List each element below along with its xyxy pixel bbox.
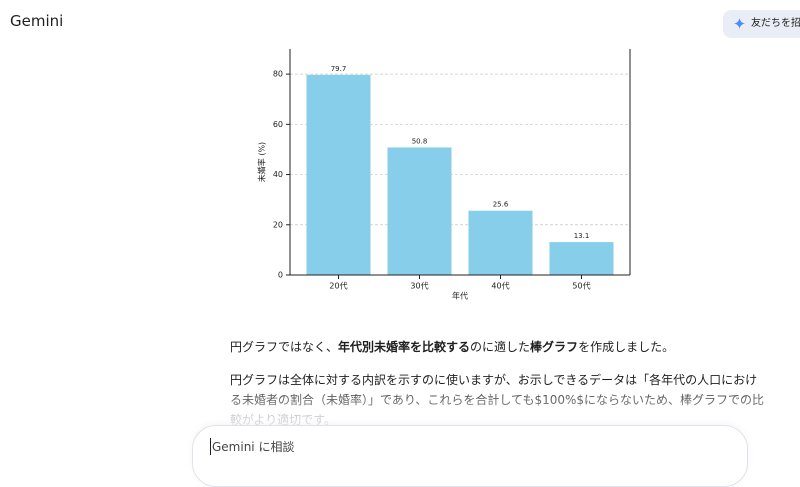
x-tick-label: 30代 bbox=[410, 281, 428, 291]
invite-button[interactable]: 友だちを招 bbox=[723, 10, 800, 38]
bar bbox=[549, 242, 614, 275]
bar bbox=[468, 210, 533, 275]
bar bbox=[387, 147, 452, 275]
chart: 0 20 40 60 80 20代 79.7 30代 50.8 40代 25.6 50代 13.1 年代 未… bbox=[257, 49, 631, 301]
scroll-fade bbox=[0, 395, 800, 430]
bar bbox=[306, 74, 371, 275]
text: のに適した bbox=[470, 340, 531, 354]
y-tick-label: 40 bbox=[273, 170, 283, 179]
value-label: 50.8 bbox=[412, 137, 428, 145]
y-tick-label: 0 bbox=[278, 271, 283, 280]
value-label: 79.7 bbox=[331, 65, 347, 73]
x-tick-label: 20代 bbox=[329, 281, 347, 291]
prompt-input[interactable]: Gemini に相談 bbox=[192, 425, 748, 487]
y-tick-label: 20 bbox=[273, 220, 283, 229]
placeholder: Gemini に相談 bbox=[210, 438, 295, 455]
bold-text: 年代別未婚率を比較する bbox=[338, 340, 471, 354]
text: を作成しました。 bbox=[578, 340, 675, 354]
x-tick-label: 50代 bbox=[572, 281, 590, 291]
text-line: 円グラフではなく、年代別未婚率を比較するのに適した棒グラフを作成しました。 bbox=[230, 337, 674, 357]
value-label: 13.1 bbox=[574, 232, 590, 240]
y-tick-label: 60 bbox=[273, 120, 283, 129]
app-title: Gemini bbox=[10, 12, 64, 30]
bold-text: 棒グラフ bbox=[530, 340, 579, 354]
page: Gemini 友だちを招 0 20 40 60 80 20代 79.7 30代 50.8 40代 2… bbox=[0, 10, 800, 487]
invite-label: 友だちを招 bbox=[751, 18, 800, 29]
text: 円グラフではなく、 bbox=[230, 340, 339, 354]
y-axis-label: 未婚率 (%) bbox=[257, 142, 267, 182]
paragraph: 円グラフではなく、年代別未婚率を比較するのに適した棒グラフを作成しました。 bbox=[230, 337, 674, 357]
text-line: 円グラフは全体に対する内訳を示すのに使いますが、お示しできるデータは「各年代の人… bbox=[230, 373, 758, 387]
sparkle-icon bbox=[734, 18, 745, 29]
y-tick-label: 80 bbox=[273, 70, 283, 79]
x-tick-label: 40代 bbox=[491, 281, 509, 291]
x-axis-label: 年代 bbox=[452, 291, 468, 301]
value-label: 25.6 bbox=[493, 201, 509, 209]
